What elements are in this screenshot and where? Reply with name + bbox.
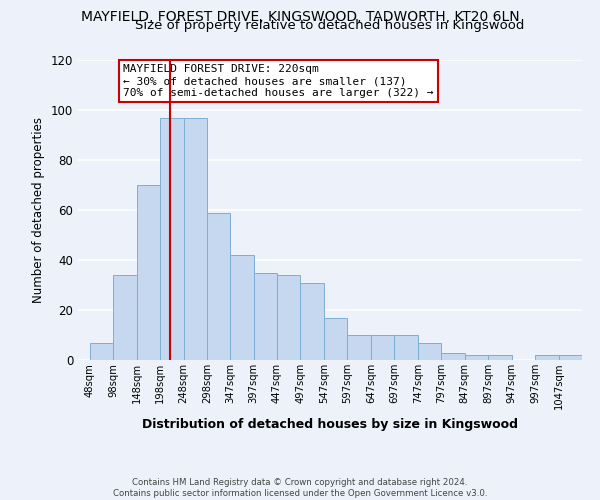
Bar [559, 355, 582, 360]
Text: Contains HM Land Registry data © Crown copyright and database right 2024.
Contai: Contains HM Land Registry data © Crown c… [113, 478, 487, 498]
Bar [464, 355, 488, 360]
Bar [277, 275, 301, 360]
Bar [254, 272, 277, 360]
Bar [418, 342, 441, 360]
Bar [371, 335, 394, 360]
Bar [113, 275, 137, 360]
Title: Size of property relative to detached houses in Kingswood: Size of property relative to detached ho… [136, 20, 524, 32]
Bar [230, 255, 254, 360]
Bar [90, 342, 113, 360]
Text: MAYFIELD FOREST DRIVE: 220sqm
← 30% of detached houses are smaller (137)
70% of : MAYFIELD FOREST DRIVE: 220sqm ← 30% of d… [124, 64, 434, 98]
Y-axis label: Number of detached properties: Number of detached properties [32, 117, 45, 303]
Bar [347, 335, 371, 360]
Bar [535, 355, 559, 360]
X-axis label: Distribution of detached houses by size in Kingswood: Distribution of detached houses by size … [142, 418, 518, 430]
Bar [394, 335, 418, 360]
Text: MAYFIELD, FOREST DRIVE, KINGSWOOD, TADWORTH, KT20 6LN: MAYFIELD, FOREST DRIVE, KINGSWOOD, TADWO… [80, 10, 520, 24]
Bar [488, 355, 512, 360]
Bar [160, 118, 184, 360]
Bar [324, 318, 347, 360]
Bar [137, 185, 160, 360]
Bar [207, 212, 230, 360]
Bar [301, 282, 324, 360]
Bar [441, 352, 464, 360]
Bar [184, 118, 207, 360]
